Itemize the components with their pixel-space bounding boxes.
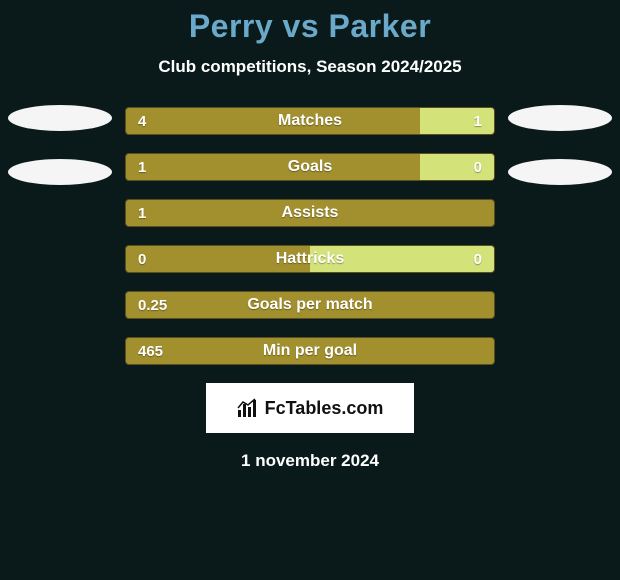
avatar-placeholder: [508, 105, 612, 131]
footer-date: 1 november 2024: [0, 451, 620, 471]
stat-label: Assists: [126, 200, 494, 226]
stat-label: Matches: [126, 108, 494, 134]
stat-bar: 00Hattricks: [125, 245, 495, 273]
page-subtitle: Club competitions, Season 2024/2025: [0, 57, 620, 77]
stat-label: Hattricks: [126, 246, 494, 272]
stat-bar: 0.25Goals per match: [125, 291, 495, 319]
avatar-placeholder: [508, 159, 612, 185]
player-right-avatars: [508, 105, 612, 213]
comparison-card: Perry vs Parker Club competitions, Seaso…: [0, 0, 620, 471]
stat-bar: 10Goals: [125, 153, 495, 181]
stat-bar: 1Assists: [125, 199, 495, 227]
avatar-placeholder: [8, 159, 112, 185]
stat-area: 41Matches 10Goals 1Assists 00Hattricks 0.25G…: [0, 105, 620, 365]
avatar-placeholder: [8, 105, 112, 131]
stat-bar: 41Matches: [125, 107, 495, 135]
brand-logo[interactable]: FcTables.com: [206, 383, 414, 433]
player-left-avatars: [8, 105, 112, 213]
brand-logo-text: FcTables.com: [265, 398, 384, 419]
bar-chart-icon: [237, 398, 259, 418]
stat-bars: 41Matches 10Goals 1Assists 00Hattricks 0.25G…: [125, 105, 495, 365]
stat-bar: 465Min per goal: [125, 337, 495, 365]
stat-label: Goals per match: [126, 292, 494, 318]
stat-label: Goals: [126, 154, 494, 180]
page-title: Perry vs Parker: [0, 8, 620, 45]
stat-label: Min per goal: [126, 338, 494, 364]
